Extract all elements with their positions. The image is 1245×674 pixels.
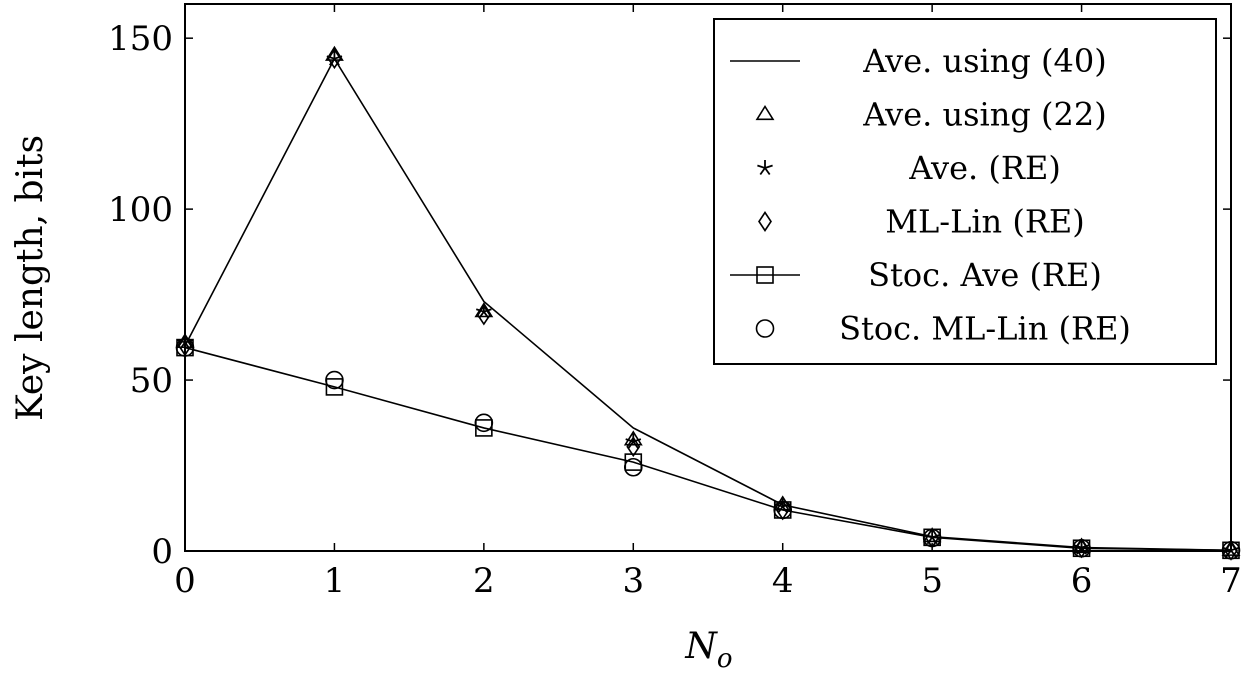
legend-label: Ave. using (40) <box>862 42 1106 80</box>
series-line <box>184 346 1232 552</box>
data-point <box>623 430 643 446</box>
x-tick-label: 1 <box>324 561 346 601</box>
data-point <box>327 48 342 70</box>
legend-label: ML-Lin (RE) <box>885 203 1085 241</box>
legend-item: Stoc. ML-Lin (RE) <box>755 310 1131 348</box>
legend: Ave. using (40) Ave. using (22) Ave. (RE) M… <box>713 18 1217 365</box>
legend-label: Ave. using (22) <box>862 96 1106 134</box>
data-point <box>325 370 344 390</box>
data-point <box>623 457 643 477</box>
chart-marks <box>175 45 1241 561</box>
data-point <box>773 500 793 520</box>
data-point <box>326 50 343 66</box>
x-tick-label: 5 <box>921 561 943 601</box>
x-tick-label: 7 <box>1220 561 1242 601</box>
data-point <box>624 453 643 471</box>
data-point <box>325 378 344 396</box>
x-tick-label: 0 <box>174 561 196 601</box>
tick-labels: 0 1 2 3 4 5 6 7 0 50 100 150 <box>108 19 1242 601</box>
legend-marker <box>755 104 775 121</box>
legend-item: Ave. (RE) <box>757 149 1061 187</box>
legend-marker <box>755 319 775 338</box>
data-point <box>475 419 493 437</box>
legend-item: Stoc. Ave (RE) <box>730 256 1102 294</box>
legend-label: Stoc. ML-Lin (RE) <box>839 310 1131 348</box>
y-axis-label: Key length, bits <box>10 135 51 421</box>
y-tick-label: 100 <box>108 190 173 230</box>
series-5 <box>175 338 1241 560</box>
x-tick-label: 6 <box>1071 561 1093 601</box>
x-axis-label: No <box>684 626 732 674</box>
legend-marker <box>758 211 772 232</box>
axis-ticks <box>184 4 1232 552</box>
legend-item: Ave. using (22) <box>755 96 1107 134</box>
y-tick-label: 0 <box>151 532 173 572</box>
data-point <box>626 436 641 458</box>
legend-marker <box>756 266 774 284</box>
legend-item: Ave. using (40) <box>730 42 1107 80</box>
data-point <box>474 413 494 433</box>
legend-marker <box>757 160 773 176</box>
x-tick-label: 4 <box>772 561 794 601</box>
data-point <box>1072 538 1091 558</box>
legend-label: Stoc. Ave (RE) <box>868 256 1102 294</box>
legend-item: ML-Lin (RE) <box>758 203 1085 241</box>
data-point <box>476 304 491 326</box>
y-tick-label: 150 <box>108 19 173 59</box>
legend-box <box>713 18 1217 365</box>
y-tick-label: 50 <box>130 361 173 401</box>
x-tick-label: 3 <box>622 561 644 601</box>
x-tick-label: 2 <box>473 561 495 601</box>
legend-label: Ave. (RE) <box>908 149 1061 187</box>
plot-frame <box>184 3 1232 552</box>
